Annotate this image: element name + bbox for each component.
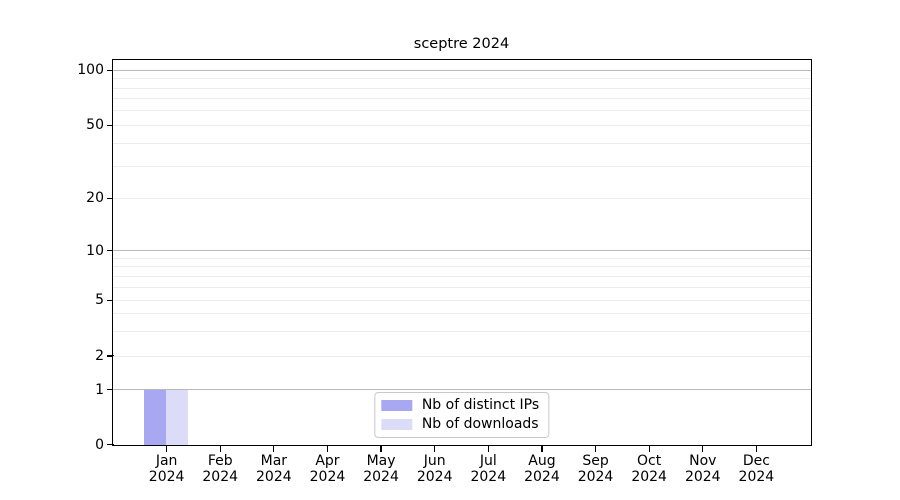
x-tick-mark [434,445,436,452]
y-gridline [112,266,811,268]
bar-distinct-ips [144,390,167,445]
x-tick-mark [219,445,221,452]
x-tick-label: Sep 2024 [577,452,614,486]
x-tick-mark [380,445,382,452]
x-tick-label: May 2024 [363,452,399,486]
legend: Nb of distinct IPs Nb of downloads [373,392,550,438]
legend-swatch-icon [380,399,412,412]
x-tick-mark [487,445,489,452]
x-tick-label: Mar 2024 [256,452,292,486]
x-tick-label: Jun 2024 [416,452,453,486]
legend-swatch-icon [380,418,412,431]
y-gridline [112,87,811,89]
y-tick-mark [106,197,114,199]
x-tick-mark [594,445,597,452]
y-gridline [112,299,811,301]
y-tick-mark [106,250,114,252]
y-gridline [112,355,811,357]
y-gridline [112,124,811,126]
y-tick-label: 5 [95,292,104,309]
legend-item: Nb of downloads [380,416,539,433]
bar-downloads [166,390,188,445]
y-tick-label: 1 [95,381,104,398]
x-tick-mark [273,445,275,452]
y-gridline [112,286,811,288]
y-gridline [112,110,811,112]
y-gridline [112,78,811,80]
x-tick-mark [165,445,168,452]
legend-label: Nb of downloads [421,416,539,432]
y-tick-label: 0 [95,436,104,453]
legend-label: Nb of distinct IPs [421,397,540,413]
y-gridline [112,330,811,332]
x-tick-mark [648,445,650,452]
y-gridline [112,250,811,252]
y-tick-mark [106,299,114,301]
y-tick-label: 100 [77,62,104,79]
y-tick-mark [106,443,114,446]
x-tick-label: Aug 2024 [524,452,560,486]
y-tick-mark [106,388,114,391]
y-tick-mark [106,124,114,127]
x-tick-mark [541,445,543,452]
x-tick-label: Jul 2024 [470,452,507,486]
x-tick-label: Jan 2024 [148,452,185,486]
y-gridline [112,313,811,315]
y-tick-label: 50 [86,117,104,134]
y-tick-label: 20 [86,190,104,207]
y-tick-label: 10 [86,242,104,259]
x-tick-label: Oct 2024 [631,452,667,486]
y-gridline [112,389,811,391]
y-gridline [112,165,811,167]
chart-title: sceptre 2024 [413,36,510,52]
x-tick-label: Feb 2024 [202,452,239,486]
x-tick-mark [326,445,329,452]
y-gridline [112,98,811,100]
y-tick-mark [106,69,114,72]
x-tick-mark [702,445,704,452]
legend-item: Nb of distinct IPs [380,397,540,414]
y-tick-label: 2 [95,348,104,365]
y-gridline [112,142,811,144]
x-tick-label: Apr 2024 [309,452,346,486]
plot-area: Nb of distinct IPs Nb of downloads [111,59,812,446]
y-gridline [112,197,811,199]
y-gridline [112,69,811,71]
y-gridline [112,257,811,259]
x-tick-label: Dec 2024 [738,452,775,486]
y-gridline [112,275,811,277]
y-tick-mark [106,355,114,357]
x-tick-label: Nov 2024 [684,452,721,486]
x-tick-mark [755,445,758,452]
